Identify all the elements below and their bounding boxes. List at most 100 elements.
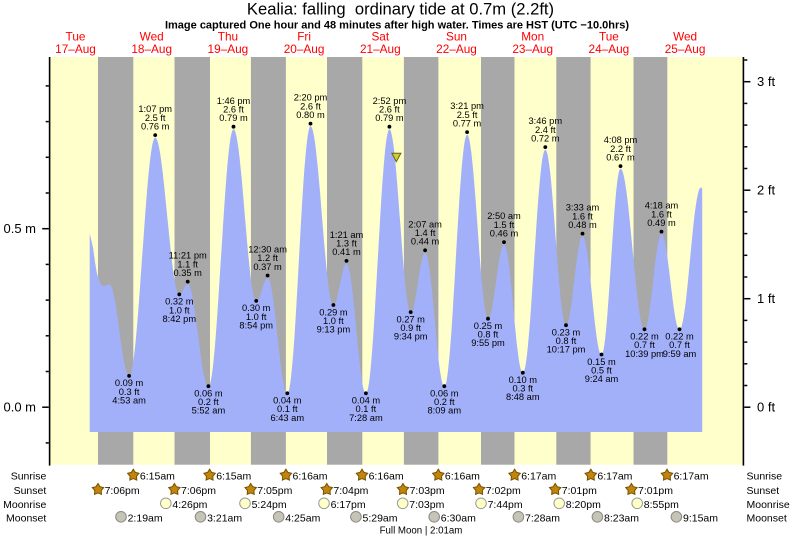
svg-text:0.46 m: 0.46 m bbox=[490, 228, 519, 238]
svg-text:4:18 am: 4:18 am bbox=[645, 201, 679, 211]
svg-text:0.3 ft: 0.3 ft bbox=[119, 387, 140, 397]
svg-text:7:04pm: 7:04pm bbox=[333, 485, 368, 497]
svg-text:0.30 m: 0.30 m bbox=[242, 303, 271, 313]
svg-text:0.8 ft: 0.8 ft bbox=[478, 330, 499, 340]
svg-text:0.09 m: 0.09 m bbox=[115, 378, 144, 388]
svg-text:Sun: Sun bbox=[446, 29, 467, 43]
svg-text:18–Aug: 18–Aug bbox=[131, 42, 172, 56]
svg-text:10:39 pm: 10:39 pm bbox=[625, 349, 664, 359]
svg-text:3:21am: 3:21am bbox=[207, 513, 242, 525]
svg-text:0.2 ft: 0.2 ft bbox=[434, 397, 455, 407]
svg-text:5:52 am: 5:52 am bbox=[192, 406, 226, 416]
svg-text:0.41 m: 0.41 m bbox=[332, 247, 361, 257]
svg-text:1:21 am: 1:21 am bbox=[330, 230, 364, 240]
svg-text:7:01pm: 7:01pm bbox=[562, 485, 597, 497]
svg-text:22–Aug: 22–Aug bbox=[436, 42, 477, 56]
svg-text:6:16am: 6:16am bbox=[369, 471, 404, 483]
svg-text:6:16am: 6:16am bbox=[293, 471, 328, 483]
svg-text:2.5 ft: 2.5 ft bbox=[145, 113, 166, 123]
svg-text:0.44 m: 0.44 m bbox=[411, 237, 440, 247]
svg-text:0.23 m: 0.23 m bbox=[552, 328, 581, 338]
svg-text:0.1 ft: 0.1 ft bbox=[356, 404, 377, 414]
svg-text:Tue: Tue bbox=[599, 29, 619, 43]
svg-text:7:02pm: 7:02pm bbox=[486, 485, 521, 497]
svg-text:0.80 m: 0.80 m bbox=[296, 110, 325, 120]
svg-text:0.29 m: 0.29 m bbox=[319, 307, 348, 317]
svg-text:Sunset: Sunset bbox=[747, 485, 780, 497]
svg-text:7:01pm: 7:01pm bbox=[638, 485, 673, 497]
svg-text:1:07 pm: 1:07 pm bbox=[138, 104, 172, 114]
svg-text:3:46 pm: 3:46 pm bbox=[529, 116, 563, 126]
svg-text:6:17am: 6:17am bbox=[521, 471, 556, 483]
svg-text:0.7 ft: 0.7 ft bbox=[634, 340, 655, 350]
svg-text:8:54 pm: 8:54 pm bbox=[239, 320, 273, 330]
svg-text:1.0 ft: 1.0 ft bbox=[246, 312, 267, 322]
svg-text:8:48 am: 8:48 am bbox=[506, 392, 540, 402]
svg-text:0.2 ft: 0.2 ft bbox=[198, 397, 219, 407]
svg-text:0.76 m: 0.76 m bbox=[141, 121, 170, 131]
svg-text:1:46 pm: 1:46 pm bbox=[217, 96, 251, 106]
svg-text:4:53 am: 4:53 am bbox=[112, 395, 146, 405]
svg-text:2 ft: 2 ft bbox=[757, 183, 775, 198]
svg-text:Sunrise: Sunrise bbox=[747, 471, 783, 483]
svg-text:0.06 m: 0.06 m bbox=[194, 389, 223, 399]
svg-text:0.3 ft: 0.3 ft bbox=[512, 384, 533, 394]
svg-text:4:08 pm: 4:08 pm bbox=[604, 135, 638, 145]
svg-text:6:15am: 6:15am bbox=[140, 471, 175, 483]
svg-text:0.8 ft: 0.8 ft bbox=[556, 336, 577, 346]
svg-text:0.9 ft: 0.9 ft bbox=[400, 323, 421, 333]
svg-text:Sat: Sat bbox=[371, 29, 389, 43]
svg-text:0.67 m: 0.67 m bbox=[606, 152, 635, 162]
svg-text:17–Aug: 17–Aug bbox=[55, 42, 96, 56]
svg-text:3 ft: 3 ft bbox=[757, 74, 775, 89]
svg-text:2:50 am: 2:50 am bbox=[487, 211, 521, 221]
svg-text:Mon: Mon bbox=[521, 29, 544, 43]
svg-text:Tue: Tue bbox=[66, 29, 86, 43]
svg-text:6:17pm: 6:17pm bbox=[331, 499, 366, 511]
svg-text:20–Aug: 20–Aug bbox=[284, 42, 325, 56]
svg-text:4:26pm: 4:26pm bbox=[172, 499, 207, 511]
svg-text:Moonrise: Moonrise bbox=[747, 499, 790, 511]
svg-text:23–Aug: 23–Aug bbox=[512, 42, 553, 56]
svg-text:2:52 pm: 2:52 pm bbox=[373, 96, 407, 106]
svg-text:19–Aug: 19–Aug bbox=[208, 42, 249, 56]
svg-text:0.35 m: 0.35 m bbox=[173, 268, 202, 278]
svg-text:Thu: Thu bbox=[218, 29, 238, 43]
svg-text:1.6 ft: 1.6 ft bbox=[572, 211, 593, 221]
svg-text:6:16am: 6:16am bbox=[445, 471, 480, 483]
svg-text:21–Aug: 21–Aug bbox=[360, 42, 401, 56]
svg-text:0.25 m: 0.25 m bbox=[474, 321, 503, 331]
svg-text:Full Moon | 2:01am: Full Moon | 2:01am bbox=[380, 526, 463, 537]
svg-text:5:24pm: 5:24pm bbox=[252, 499, 287, 511]
svg-text:0.77 m: 0.77 m bbox=[453, 118, 482, 128]
svg-text:7:03pm: 7:03pm bbox=[410, 485, 445, 497]
svg-text:2:19am: 2:19am bbox=[128, 513, 163, 525]
svg-text:0.5 m: 0.5 m bbox=[3, 221, 36, 236]
svg-text:2.4 ft: 2.4 ft bbox=[535, 125, 556, 135]
svg-text:10:17 pm: 10:17 pm bbox=[547, 345, 586, 355]
svg-text:Wed: Wed bbox=[673, 29, 697, 43]
svg-text:8:20pm: 8:20pm bbox=[566, 499, 601, 511]
svg-text:8:09 am: 8:09 am bbox=[428, 406, 462, 416]
svg-text:6:43 am: 6:43 am bbox=[271, 413, 305, 423]
svg-text:25–Aug: 25–Aug bbox=[665, 42, 706, 56]
svg-text:Moonset: Moonset bbox=[747, 513, 787, 525]
svg-text:0.10 m: 0.10 m bbox=[509, 375, 538, 385]
svg-text:Sunset: Sunset bbox=[14, 485, 47, 497]
svg-text:0.04 m: 0.04 m bbox=[273, 396, 302, 406]
svg-text:2:20 pm: 2:20 pm bbox=[294, 93, 328, 103]
svg-text:0.7 ft: 0.7 ft bbox=[669, 340, 690, 350]
svg-text:9:13 pm: 9:13 pm bbox=[317, 325, 351, 335]
svg-text:1.2 ft: 1.2 ft bbox=[257, 253, 278, 263]
svg-text:7:28am: 7:28am bbox=[525, 513, 560, 525]
svg-text:6:15am: 6:15am bbox=[216, 471, 251, 483]
svg-text:Moonset: Moonset bbox=[6, 513, 46, 525]
svg-text:Moonrise: Moonrise bbox=[3, 499, 46, 511]
svg-text:1.1 ft: 1.1 ft bbox=[177, 259, 198, 269]
svg-text:Wed: Wed bbox=[140, 29, 164, 43]
svg-text:4:25am: 4:25am bbox=[285, 513, 320, 525]
svg-text:1 ft: 1 ft bbox=[757, 291, 775, 306]
svg-text:Image captured One hour and 48: Image captured One hour and 48 minutes a… bbox=[165, 19, 629, 31]
svg-text:2.6 ft: 2.6 ft bbox=[379, 104, 400, 114]
svg-text:12:30 am: 12:30 am bbox=[248, 245, 287, 255]
